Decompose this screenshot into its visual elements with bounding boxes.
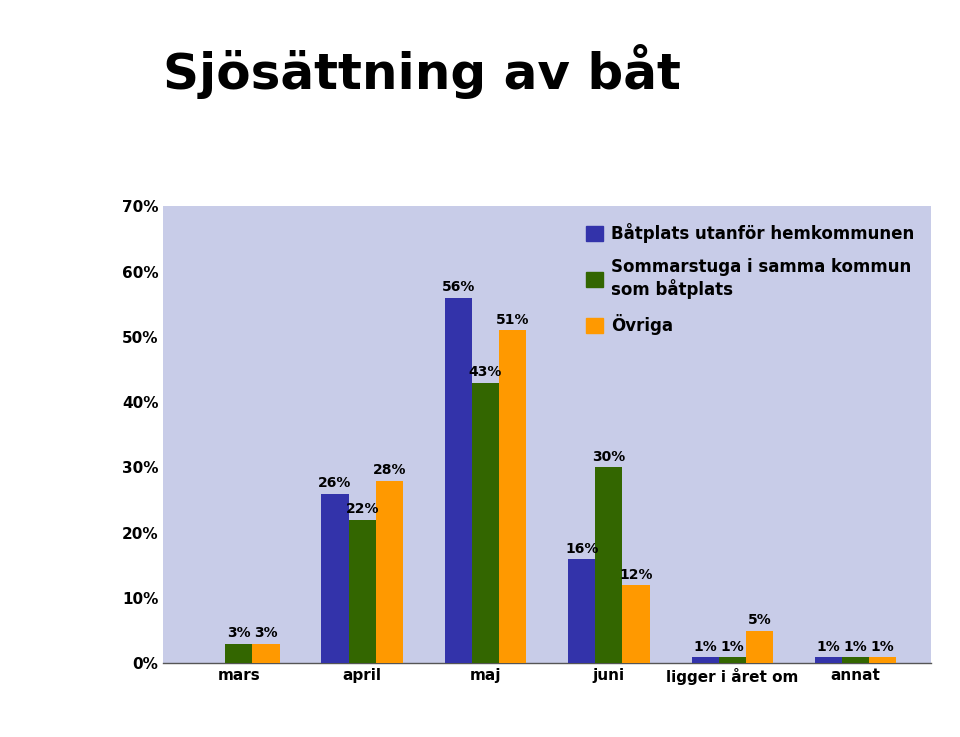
- Bar: [815, 657, 842, 663]
- Bar: [322, 494, 348, 663]
- Text: 1%: 1%: [844, 640, 868, 654]
- Text: 3%: 3%: [254, 626, 277, 640]
- Text: 43%: 43%: [468, 366, 502, 380]
- Bar: [595, 467, 622, 663]
- Text: 1%: 1%: [693, 640, 717, 654]
- Bar: [568, 559, 595, 663]
- Text: 30%: 30%: [592, 450, 626, 464]
- Text: 1%: 1%: [871, 640, 895, 654]
- Text: 22%: 22%: [346, 503, 379, 517]
- Text: 1%: 1%: [720, 640, 744, 654]
- Bar: [375, 481, 403, 663]
- Bar: [226, 643, 252, 663]
- Bar: [348, 520, 375, 663]
- Text: 26%: 26%: [319, 476, 351, 490]
- Text: 56%: 56%: [442, 281, 475, 295]
- Text: 51%: 51%: [496, 313, 529, 327]
- Legend: Båtplats utanför hemkommunen, Sommarstuga i samma kommun
som båtplats, Övriga: Båtplats utanför hemkommunen, Sommarstug…: [578, 214, 923, 343]
- Bar: [252, 643, 279, 663]
- Text: Sjösättning av båt: Sjösättning av båt: [163, 44, 681, 99]
- Bar: [444, 298, 472, 663]
- Text: 12%: 12%: [619, 567, 653, 581]
- Bar: [499, 330, 526, 663]
- Text: 1%: 1%: [817, 640, 840, 654]
- Bar: [472, 383, 499, 663]
- Bar: [842, 657, 869, 663]
- Text: 3%: 3%: [227, 626, 251, 640]
- Bar: [691, 657, 719, 663]
- Text: 28%: 28%: [372, 464, 406, 478]
- Bar: [719, 657, 746, 663]
- Text: 5%: 5%: [748, 613, 771, 627]
- Bar: [622, 585, 650, 663]
- Bar: [746, 631, 773, 663]
- Bar: [869, 657, 897, 663]
- Text: 16%: 16%: [565, 542, 598, 556]
